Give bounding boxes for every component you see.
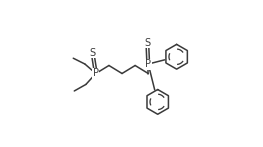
Text: S: S	[145, 38, 151, 48]
Text: P: P	[145, 59, 151, 69]
Text: P: P	[93, 69, 99, 78]
Text: S: S	[89, 48, 95, 58]
